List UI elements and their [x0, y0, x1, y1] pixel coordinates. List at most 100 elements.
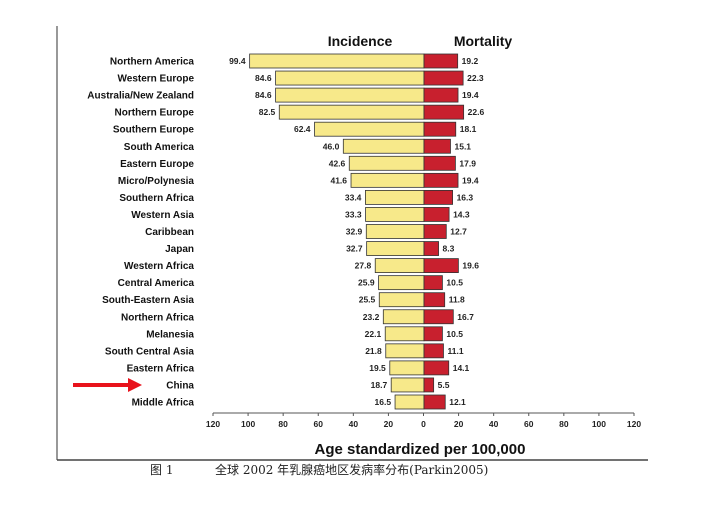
mortality-bar — [423, 258, 459, 274]
legend-mortality: Mortality — [454, 33, 513, 49]
x-tick-label: 60 — [524, 419, 534, 429]
x-tick-label: 60 — [314, 419, 324, 429]
x-tick-label: 100 — [241, 419, 255, 429]
mortality-bar — [423, 87, 459, 103]
incidence-value: 99.4 — [229, 56, 246, 66]
x-tick-label: 80 — [559, 419, 569, 429]
incidence-bar — [384, 326, 425, 342]
mortality-bar — [423, 121, 457, 137]
category-label: Japan — [165, 244, 194, 255]
incidence-bar — [382, 309, 425, 325]
mortality-value: 19.4 — [462, 90, 479, 100]
mortality-value: 19.4 — [462, 175, 479, 185]
mortality-bar — [423, 394, 446, 410]
incidence-bar — [342, 138, 425, 154]
x-tick-label: 120 — [206, 419, 220, 429]
category-label: Central America — [118, 278, 195, 289]
category-label: South Central Asia — [105, 346, 195, 357]
mortality-value: 22.6 — [468, 107, 485, 117]
incidence-value: 25.5 — [359, 295, 376, 305]
mortality-bar — [423, 155, 456, 171]
mortality-bar — [423, 360, 450, 376]
highlight-arrow-icon — [128, 377, 142, 392]
incidence-bar — [314, 121, 425, 137]
incidence-bar — [275, 70, 425, 86]
x-tick-label: 20 — [454, 419, 464, 429]
category-label: South America — [124, 142, 195, 153]
mortality-bar — [423, 224, 447, 239]
incidence-bar — [385, 343, 425, 359]
category-label: Eastern Europe — [120, 159, 194, 170]
mortality-bar — [423, 241, 439, 256]
category-label: Northern Africa — [121, 312, 194, 323]
category-label: Caribbean — [145, 227, 194, 238]
category-label: Micro/Polynesia — [118, 176, 195, 187]
mortality-bar — [423, 53, 459, 69]
incidence-value: 84.6 — [255, 73, 272, 83]
mortality-bar — [423, 104, 465, 120]
legend-incidence: Incidence — [328, 33, 393, 49]
incidence-value: 46.0 — [323, 141, 340, 151]
mortality-value: 11.8 — [449, 295, 465, 305]
mortality-value: 22.3 — [467, 73, 484, 83]
incidence-value: 21.8 — [365, 346, 382, 356]
category-label: Middle Africa — [132, 398, 195, 409]
mortality-value: 16.3 — [457, 192, 474, 202]
x-tick-label: 80 — [278, 419, 288, 429]
incidence-value: 32.7 — [346, 244, 363, 254]
mortality-bar — [423, 292, 446, 308]
mortality-value: 10.5 — [446, 329, 463, 339]
mortality-value: 12.1 — [449, 397, 466, 407]
category-label: Australia/New Zealand — [87, 91, 194, 102]
incidence-bar — [390, 377, 425, 393]
incidence-value: 32.9 — [346, 227, 363, 237]
mortality-value: 19.6 — [462, 261, 479, 271]
figure-caption: 全球 2002 年乳腺癌地区发病率分布(Parkin2005) — [215, 462, 488, 477]
incidence-bar — [374, 258, 425, 274]
x-axis-label: Age standardized per 100,000 — [315, 441, 526, 458]
mortality-value: 14.3 — [453, 209, 470, 219]
mortality-value: 18.1 — [460, 124, 477, 134]
incidence-value: 25.9 — [358, 278, 375, 288]
x-tick-label: 120 — [627, 419, 641, 429]
category-label: South-Eastern Asia — [102, 295, 194, 306]
mortality-value: 8.3 — [443, 244, 455, 254]
incidence-value: 82.5 — [259, 107, 276, 117]
x-tick-label: 40 — [489, 419, 499, 429]
incidence-value: 33.3 — [345, 209, 362, 219]
incidence-value: 62.4 — [294, 124, 311, 134]
category-label: Western Asia — [131, 210, 194, 221]
incidence-bar — [278, 104, 425, 120]
mortality-bar — [423, 343, 444, 359]
mortality-value: 5.5 — [438, 380, 450, 390]
incidence-value: 27.8 — [355, 261, 372, 271]
category-label: Eastern Africa — [127, 363, 195, 374]
mortality-bar — [423, 172, 459, 188]
mortality-bar — [423, 70, 464, 86]
incidence-bar — [365, 224, 425, 239]
incidence-value: 84.6 — [255, 90, 272, 100]
incidence-value: 23.2 — [363, 312, 380, 322]
incidence-bar — [275, 87, 425, 103]
incidence-bar — [350, 172, 425, 188]
incidence-bar — [348, 155, 425, 171]
incidence-bar — [366, 241, 425, 256]
mortality-bar — [423, 138, 451, 154]
category-label: Southern Africa — [119, 193, 194, 204]
incidence-value: 16.5 — [375, 397, 392, 407]
figure-number: 图 1 — [150, 463, 173, 477]
mortality-bar — [423, 275, 443, 291]
category-label: Northern Europe — [115, 108, 195, 119]
incidence-bar — [378, 275, 425, 291]
incidence-bar — [389, 360, 425, 376]
category-label: Western Africa — [124, 261, 194, 272]
mortality-value: 12.7 — [450, 227, 467, 237]
incidence-value: 22.1 — [365, 329, 382, 339]
incidence-value: 19.5 — [369, 363, 386, 373]
x-tick-label: 40 — [349, 419, 359, 429]
incidence-value: 18.7 — [371, 380, 388, 390]
incidence-bar — [249, 53, 425, 69]
category-label: Melanesia — [146, 329, 194, 340]
category-label: China — [166, 380, 194, 391]
